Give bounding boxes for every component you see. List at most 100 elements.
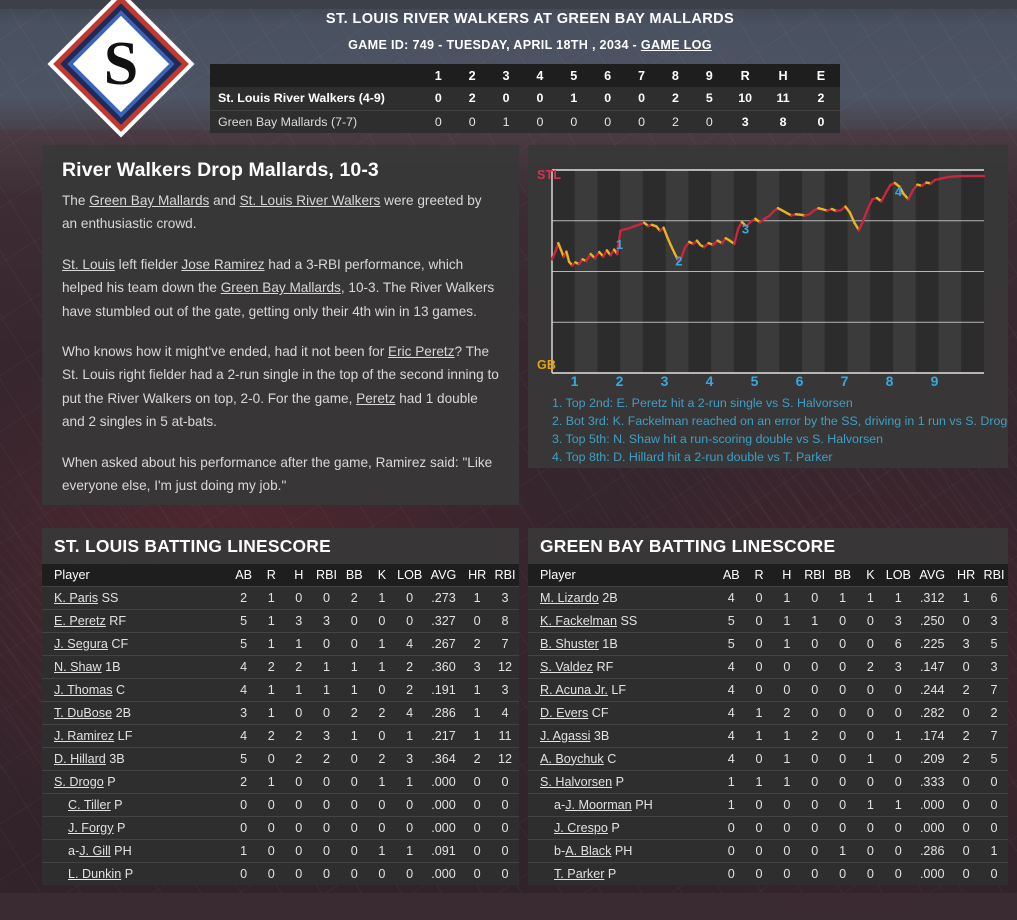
stat-hr: 2 xyxy=(463,632,491,655)
recap-paragraph-4: When asked about his performance after t… xyxy=(62,451,499,498)
player-order-prefix: a- xyxy=(68,844,79,858)
player-name-link[interactable]: T. DuBose xyxy=(54,706,112,720)
stat-h: 0 xyxy=(285,816,313,839)
link-jose-ramirez[interactable]: Jose Ramirez xyxy=(181,257,264,272)
player-name-link[interactable]: J. Thomas xyxy=(54,683,113,697)
stat-r: 2 xyxy=(257,655,285,678)
stat-rbi: 0 xyxy=(313,862,341,885)
stat-r: 1 xyxy=(257,701,285,724)
stat-lob: 2 xyxy=(396,678,424,701)
player-cell: J. Thomas C xyxy=(42,678,230,701)
player-name-link[interactable]: S. Drogo xyxy=(54,775,104,789)
player-order-prefix: b- xyxy=(554,844,565,858)
stat-hr: 0 xyxy=(952,862,980,885)
linescore-col-hr-right: HR xyxy=(952,564,980,586)
stat-h: 0 xyxy=(773,678,801,701)
stat-hr: 0 xyxy=(952,609,980,632)
stat-avg: .000 xyxy=(912,816,952,839)
link-green-bay-mallards-2[interactable]: Green Bay Mallards xyxy=(221,280,341,295)
stat-avg: .191 xyxy=(424,678,464,701)
stat-hr: 1 xyxy=(463,586,491,609)
stat-hr: 0 xyxy=(952,701,980,724)
stat-k: 1 xyxy=(857,586,885,609)
player-name-link[interactable]: J. Ramirez xyxy=(54,729,114,743)
player-name-link[interactable]: S. Valdez xyxy=(540,660,593,674)
scoreboard-total-h: 11 xyxy=(764,87,802,110)
link-st-louis[interactable]: St. Louis xyxy=(62,257,115,272)
player-name-link[interactable]: N. Shaw xyxy=(54,660,102,674)
link-green-bay-mallards-1[interactable]: Green Bay Mallards xyxy=(89,193,209,208)
player-name-link[interactable]: B. Shuster xyxy=(540,637,599,651)
player-name-link[interactable]: D. Evers xyxy=(540,706,588,720)
game-log-link[interactable]: GAME LOG xyxy=(641,38,712,52)
page-header: S ST. LOUIS RIVER WALKERS AT GREEN BAY M… xyxy=(0,0,1017,140)
player-name-link[interactable]: J. Gill xyxy=(79,844,110,858)
player-name-link[interactable]: R. Acuna Jr. xyxy=(540,683,608,697)
link-peretz[interactable]: Peretz xyxy=(356,391,395,406)
stat-k: 0 xyxy=(857,816,885,839)
player-name-link[interactable]: E. Peretz xyxy=(54,614,106,628)
stat-avg: .000 xyxy=(424,862,464,885)
player-name-link[interactable]: C. Tiller xyxy=(68,798,111,812)
player-name-link[interactable]: A. Black xyxy=(565,844,611,858)
scoreboard-total-r: 10 xyxy=(726,87,764,110)
player-name-link[interactable]: J. Agassi xyxy=(540,729,590,743)
stat-avg: .000 xyxy=(912,793,952,816)
stat-bb: 2 xyxy=(340,586,368,609)
player-name-link[interactable]: D. Hillard xyxy=(54,752,106,766)
player-name-link[interactable]: S. Halvorsen xyxy=(540,775,612,789)
player-cell: L. Dunkin P xyxy=(42,862,230,885)
linescore-col-rbi-left: RBI xyxy=(491,564,519,586)
player-position: P xyxy=(104,775,116,789)
player-name-link[interactable]: K. Paris xyxy=(54,591,98,605)
stat-avg: .000 xyxy=(912,862,952,885)
stat-ab: 5 xyxy=(717,609,745,632)
player-name-link[interactable]: J. Crespo xyxy=(554,821,608,835)
player-position: SS xyxy=(617,614,637,628)
player-name-link[interactable]: A. Boychuk xyxy=(540,752,604,766)
player-name-link[interactable]: T. Parker xyxy=(554,867,604,881)
player-name-link[interactable]: J. Moorman xyxy=(565,798,632,812)
scoreboard-col-2: 2 xyxy=(455,64,489,87)
link-eric-peretz[interactable]: Eric Peretz xyxy=(388,344,454,359)
stat-ab: 2 xyxy=(230,770,258,793)
stat-r: 1 xyxy=(257,586,285,609)
stat-r: 2 xyxy=(257,724,285,747)
stat-rbi: 0 xyxy=(313,839,341,862)
stat-bb: 0 xyxy=(340,816,368,839)
player-cell: T. DuBose 2B xyxy=(42,701,230,724)
stat-h: 3 xyxy=(285,609,313,632)
link-st-louis-river-walkers[interactable]: St. Louis River Walkers xyxy=(240,193,381,208)
stat-r: 0 xyxy=(257,747,285,770)
stat-ab: 5 xyxy=(230,747,258,770)
stat-rbi-total: 0 xyxy=(491,816,519,839)
stat-r: 0 xyxy=(745,632,773,655)
chart-annotation-1: 1. Top 2nd: E. Peretz hit a 2-run single… xyxy=(552,394,1008,412)
stat-r: 0 xyxy=(745,862,773,885)
chart-event-marker: 2 xyxy=(675,253,682,268)
scoreboard-inning-6: 0 xyxy=(591,87,625,110)
player-name-link[interactable]: J. Segura xyxy=(54,637,108,651)
scoreboard-col-e: E xyxy=(802,64,840,87)
chart-x-tick-2: 2 xyxy=(616,373,624,389)
player-name-link[interactable]: M. Lizardo xyxy=(540,591,599,605)
stat-ab: 0 xyxy=(230,862,258,885)
stat-ab: 4 xyxy=(717,678,745,701)
player-name-link[interactable]: K. Fackelman xyxy=(540,614,617,628)
scoreboard-total-r: 3 xyxy=(726,110,764,133)
stat-hr: 0 xyxy=(463,862,491,885)
stat-r: 1 xyxy=(257,632,285,655)
linescore-col-r-right: R xyxy=(745,564,773,586)
scoreboard-inning-5: 1 xyxy=(557,87,591,110)
stat-bb: 0 xyxy=(829,862,857,885)
player-name-link[interactable]: J. Forgy xyxy=(68,821,114,835)
player-name-link[interactable]: L. Dunkin xyxy=(68,867,121,881)
stat-avg: .333 xyxy=(912,770,952,793)
